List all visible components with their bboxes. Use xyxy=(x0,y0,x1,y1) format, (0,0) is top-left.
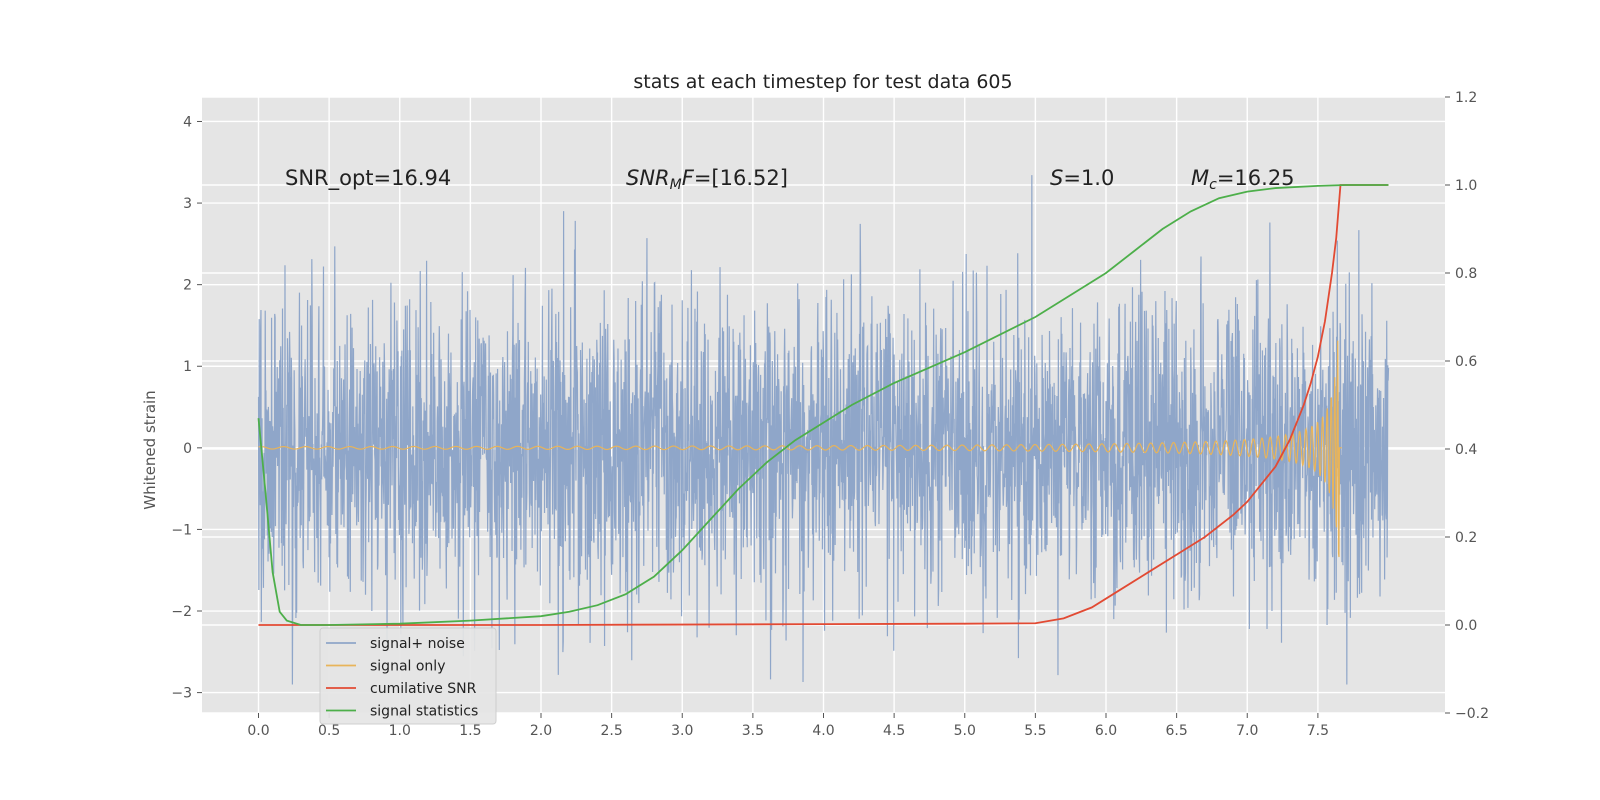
y2-tick-label: 0.8 xyxy=(1455,266,1477,282)
y-tick-label: 4 xyxy=(183,114,192,130)
x-tick-label: 0.0 xyxy=(247,723,269,739)
series-signal-statistics xyxy=(257,184,1389,626)
series-layer xyxy=(257,175,1390,685)
x-ticks: 0.0 0.5 1.0 1.5 2.0 2.5 3.0 3.5 4.0 4.5 5.0 5.5 6.0 6… xyxy=(247,713,1329,739)
x-tick-label: 2.5 xyxy=(600,723,622,739)
x-tick-label: 7.0 xyxy=(1236,723,1258,739)
x-tick-label: 0.5 xyxy=(318,723,340,739)
legend-box xyxy=(319,627,497,725)
y2-tick-label: 0.2 xyxy=(1455,530,1477,546)
y-tick-label: 0 xyxy=(183,441,192,457)
y2-tick-label: 1.2 xyxy=(1455,90,1477,106)
y-axis-label: Whitened strain xyxy=(141,390,159,509)
y2-tick-label: 0.0 xyxy=(1455,618,1477,634)
annotation-snr-opt: SNR_opt=16.94 xyxy=(285,166,451,191)
y2-ticks: −0.2 0.0 0.2 0.4 0.6 0.8 1.0 1.2 xyxy=(1445,90,1489,722)
chart-title: stats at each timestep for test data 605 xyxy=(633,71,1012,93)
annotations: SNR_opt=16.94 SNRMF=[16.52] S=1.0 Mc=16.… xyxy=(285,166,1295,193)
y2-tick-label: −0.2 xyxy=(1455,706,1489,722)
y-tick-label: 3 xyxy=(183,196,192,212)
x-tick-label: 3.0 xyxy=(671,723,693,739)
annotation-s: S=1.0 xyxy=(1050,166,1114,190)
x-tick-label: 7.5 xyxy=(1307,723,1329,739)
x-tick-label: 1.0 xyxy=(389,723,411,739)
x-tick-label: 1.5 xyxy=(459,723,481,739)
series-signal-noise xyxy=(257,175,1390,685)
legend: signal+ noise signal only cumilative SNR si… xyxy=(319,627,497,725)
annotation-mc: Mc=16.25 xyxy=(1191,166,1295,193)
x-tick-label: 5.0 xyxy=(954,723,976,739)
legend-label: signal only xyxy=(370,659,445,675)
x-tick-label: 6.0 xyxy=(1095,723,1117,739)
x-tick-label: 2.0 xyxy=(530,723,552,739)
x-tick-label: 4.5 xyxy=(883,723,905,739)
y2-tick-label: 1.0 xyxy=(1455,178,1477,194)
annotation-snr-mf: SNRMF=[16.52] xyxy=(626,166,788,193)
legend-label: signal+ noise xyxy=(370,636,465,652)
legend-label: signal statistics xyxy=(370,704,478,720)
series-cumulative-snr xyxy=(258,184,1389,626)
x-tick-label: 4.0 xyxy=(812,723,834,739)
y-tick-label: −1 xyxy=(171,522,192,538)
y-tick-label: −2 xyxy=(171,604,192,620)
y2-tick-label: 0.6 xyxy=(1455,354,1477,370)
x-tick-label: 5.5 xyxy=(1024,723,1046,739)
y-tick-label: −3 xyxy=(171,686,192,702)
y2-tick-label: 0.4 xyxy=(1455,442,1477,458)
x-tick-label: 3.5 xyxy=(742,723,764,739)
y-tick-label: 2 xyxy=(183,278,192,294)
legend-label: cumilative SNR xyxy=(370,681,477,697)
series-signal-only xyxy=(258,340,1342,558)
x-tick-label: 6.5 xyxy=(1165,723,1187,739)
y-tick-label: 1 xyxy=(183,359,192,375)
y-ticks: −3 −2 −1 0 1 2 3 4 xyxy=(171,114,202,702)
